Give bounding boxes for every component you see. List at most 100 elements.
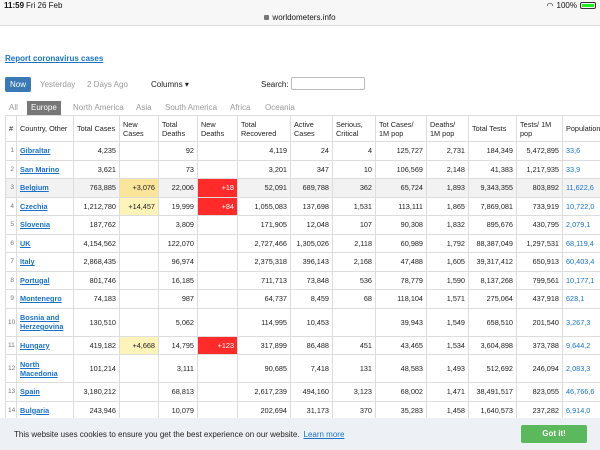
cell-cases-1m: 60,989 — [375, 233, 427, 253]
search-input[interactable] — [291, 77, 365, 90]
tab-two-days-ago[interactable]: 2 Days Ago — [87, 80, 128, 89]
column-header[interactable]: Total Recovered — [237, 115, 291, 142]
table-row: 14 Bulgaria 243,946 10,079 202,694 31,173 370 3… — [5, 400, 600, 420]
cell-serious: 131 — [332, 354, 376, 383]
country-link[interactable]: Portugal — [20, 275, 50, 285]
address-bar[interactable]: worldometers.info — [0, 12, 600, 26]
cookie-banner: This website uses cookies to ensure you … — [0, 418, 600, 450]
status-right: ◠ 100% — [547, 1, 596, 10]
cell-pop: 60,403,4 — [562, 252, 600, 272]
region-tab-all[interactable]: All — [9, 103, 18, 112]
country-link[interactable]: Bulgaria — [20, 405, 50, 415]
tab-yesterday[interactable]: Yesterday — [40, 80, 76, 89]
country-link[interactable]: UK — [20, 238, 31, 248]
table-row: 7 Italy 2,868,435 96,974 2,375,318 396,143 2,1… — [5, 252, 600, 272]
column-header[interactable]: Active Cases — [290, 115, 333, 142]
cell-active: 10,453 — [290, 307, 333, 337]
region-tab-africa[interactable]: Africa — [230, 103, 251, 112]
region-tab-north-america[interactable]: North America — [73, 103, 124, 112]
cell-new-deaths — [197, 400, 238, 420]
cell-total-deaths: 3,111 — [158, 354, 198, 383]
cell-new-cases — [119, 354, 159, 383]
country-link[interactable]: Gibraltar — [20, 146, 51, 156]
cell-serious: 4 — [332, 141, 376, 161]
cell-new-cases — [119, 400, 159, 420]
column-header[interactable]: # — [5, 115, 17, 142]
cell-total-cases: 101,214 — [73, 354, 120, 383]
column-header[interactable]: New Deaths — [197, 115, 238, 142]
cell-country: North Macedonia — [16, 354, 74, 383]
got-it-button[interactable]: Got it! — [521, 425, 587, 443]
cell-new-cases — [119, 215, 159, 235]
cell-total-cases: 419,182 — [73, 335, 120, 355]
table-row: 8 Portugal 801,746 16,185 711,713 73,848 536 78… — [5, 270, 600, 290]
country-link[interactable]: Slovenia — [20, 220, 51, 230]
country-link[interactable]: San Marino — [20, 164, 60, 174]
tab-now[interactable]: Now — [5, 77, 32, 92]
country-link[interactable]: Spain — [20, 387, 40, 397]
cell-new-deaths — [197, 354, 238, 383]
cell-n: 9 — [5, 289, 17, 309]
column-header[interactable]: Serious, Critical — [332, 115, 376, 142]
cell-total-cases: 2,868,435 — [73, 252, 120, 272]
cell-tests-1m: 733,919 — [516, 196, 563, 216]
country-link[interactable]: Bosnia and Herzegovina — [20, 313, 64, 331]
cell-tests: 895,676 — [468, 215, 517, 235]
columns-button[interactable]: Columns ▾ — [151, 80, 189, 89]
cell-new-cases: +14,457 — [119, 196, 159, 216]
region-tab-asia[interactable]: Asia — [136, 103, 152, 112]
cell-recovered: 1,055,083 — [237, 196, 291, 216]
cell-n: 13 — [5, 382, 17, 402]
cell-tests: 184,349 — [468, 141, 517, 161]
column-header[interactable]: Deaths/ 1M pop — [426, 115, 469, 142]
cell-recovered: 52,091 — [237, 178, 291, 198]
cell-cases-1m: 47,488 — [375, 252, 427, 272]
region-tab-south-america[interactable]: South America — [165, 103, 218, 112]
covid-europe-table: # Country, Other Total Cases New Cases Total… — [5, 115, 600, 420]
country-link[interactable]: Italy — [20, 257, 35, 267]
country-link[interactable]: North Macedonia — [20, 359, 58, 378]
cell-pop: 2,083,3 — [562, 354, 600, 383]
cell-cases-1m: 68,002 — [375, 382, 427, 402]
cell-n: 7 — [5, 252, 17, 272]
cell-active: 689,788 — [290, 178, 333, 198]
cell-total-deaths: 3,809 — [158, 215, 198, 235]
column-header[interactable]: Country, Other — [16, 115, 74, 142]
cell-new-cases — [119, 307, 159, 337]
cell-n: 10 — [5, 307, 17, 337]
cell-tests-1m: 201,540 — [516, 307, 563, 337]
column-header[interactable]: New Cases — [119, 115, 159, 142]
country-link[interactable]: Belgium — [20, 183, 49, 193]
cell-tests-1m: 246,094 — [516, 354, 563, 383]
country-link[interactable]: Montenegro — [20, 294, 62, 304]
cell-deaths-1m: 1,534 — [426, 335, 469, 355]
column-header[interactable]: Population — [562, 115, 600, 142]
cell-cases-1m: 118,104 — [375, 289, 427, 309]
caret-down-icon: ▾ — [184, 80, 189, 89]
region-tab-europe[interactable]: Europe — [27, 101, 61, 115]
cell-country: Czechia — [16, 196, 74, 216]
cell-deaths-1m: 1,832 — [426, 215, 469, 235]
column-header[interactable]: Total Cases — [73, 115, 120, 142]
region-tab-oceania[interactable]: Oceania — [265, 103, 295, 112]
cell-tests-1m: 373,788 — [516, 335, 563, 355]
country-link[interactable]: Hungary — [20, 340, 50, 350]
cell-country: Bulgaria — [16, 400, 74, 420]
report-cases-link[interactable]: Report coronavirus cases — [5, 54, 104, 63]
cell-new-deaths: +123 — [197, 335, 238, 355]
country-link[interactable]: Czechia — [20, 201, 48, 211]
cell-n: 11 — [5, 335, 17, 355]
device-status-bar: 11:59 Fri 26 Feb ◠ 100% — [0, 0, 600, 12]
cell-deaths-1m: 1,458 — [426, 400, 469, 420]
column-header[interactable]: Tot Cases/ 1M pop — [375, 115, 427, 142]
table-row: 3 Belgium 763,885 +3,076 22,006 +18 52,091 689,… — [5, 178, 600, 198]
column-header[interactable]: Total Tests — [468, 115, 517, 142]
cookie-message: This website uses cookies to ensure you … — [14, 430, 345, 439]
cell-total-cases: 4,154,562 — [73, 233, 120, 253]
learn-more-link[interactable]: Learn more — [303, 430, 345, 439]
cell-tests-1m: 650,913 — [516, 252, 563, 272]
column-header[interactable]: Tests/ 1M pop — [516, 115, 563, 142]
cell-total-cases: 4,235 — [73, 141, 120, 161]
cell-new-deaths — [197, 233, 238, 253]
column-header[interactable]: Total Deaths — [158, 115, 198, 142]
